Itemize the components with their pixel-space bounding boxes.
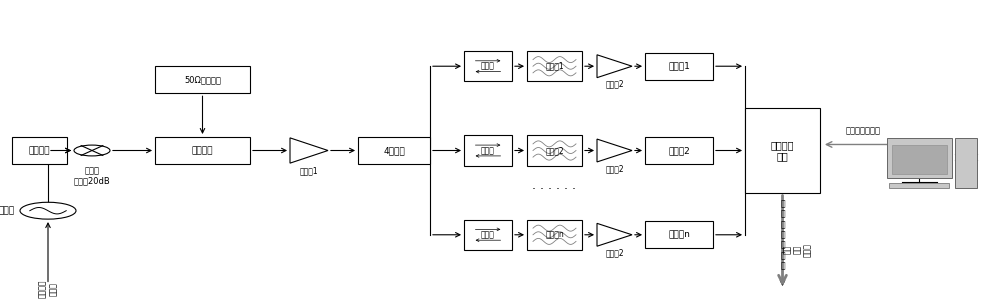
Text: 滤波器n: 滤波器n: [545, 230, 564, 239]
Text: 滤波器1: 滤波器1: [545, 62, 564, 71]
Text: 滤波器2: 滤波器2: [545, 146, 564, 155]
FancyBboxPatch shape: [645, 137, 713, 164]
FancyBboxPatch shape: [155, 137, 250, 164]
Text: 天线信号: 天线信号: [29, 146, 50, 155]
Text: 噪声源: 噪声源: [0, 206, 15, 215]
Circle shape: [74, 145, 110, 156]
Text: 隔离器: 隔离器: [481, 62, 495, 71]
Text: 微波开关: 微波开关: [192, 146, 213, 155]
FancyBboxPatch shape: [527, 51, 582, 81]
Text: 放大器1: 放大器1: [300, 166, 318, 175]
FancyBboxPatch shape: [645, 221, 713, 248]
Polygon shape: [597, 55, 632, 78]
FancyBboxPatch shape: [358, 137, 430, 164]
FancyBboxPatch shape: [527, 220, 582, 250]
FancyBboxPatch shape: [155, 66, 250, 93]
Text: 检波器n: 检波器n: [668, 230, 690, 239]
Text: 温
度
振
荡
发
生
器: 温 度 振 荡 发 生 器: [780, 199, 785, 271]
FancyBboxPatch shape: [892, 145, 947, 174]
Text: 放大器2: 放大器2: [605, 248, 624, 257]
FancyBboxPatch shape: [12, 137, 67, 164]
FancyBboxPatch shape: [745, 108, 820, 193]
Text: 50Ω匹配负载: 50Ω匹配负载: [184, 75, 221, 84]
Text: 控制、数据信号: 控制、数据信号: [846, 126, 881, 135]
Text: 耦合器
耦合度20dB: 耦合器 耦合度20dB: [74, 166, 110, 186]
Text: 检波器2: 检波器2: [668, 146, 690, 155]
FancyBboxPatch shape: [887, 138, 952, 178]
Text: 检波器1: 检波器1: [668, 62, 690, 71]
Text: 隔离器: 隔离器: [481, 146, 495, 155]
FancyBboxPatch shape: [464, 220, 512, 250]
FancyBboxPatch shape: [527, 135, 582, 166]
Circle shape: [20, 202, 76, 219]
Text: · · · · · ·: · · · · · ·: [532, 183, 576, 196]
Text: 数据采集
系统: 数据采集 系统: [771, 140, 794, 161]
FancyBboxPatch shape: [955, 138, 977, 188]
FancyBboxPatch shape: [889, 183, 949, 188]
Text: 放大器2: 放大器2: [605, 164, 624, 173]
Polygon shape: [597, 139, 632, 162]
Text: 功能器制
激发器: 功能器制 激发器: [38, 280, 58, 298]
FancyBboxPatch shape: [464, 135, 512, 166]
Text: 放大器2: 放大器2: [605, 80, 624, 89]
Text: 温度
振荡
发生器: 温度 振荡 发生器: [783, 243, 812, 257]
Text: 隔离器: 隔离器: [481, 230, 495, 239]
Polygon shape: [290, 138, 328, 163]
Polygon shape: [597, 223, 632, 246]
FancyBboxPatch shape: [645, 53, 713, 80]
FancyBboxPatch shape: [464, 51, 512, 81]
Text: 4功分器: 4功分器: [383, 146, 405, 155]
